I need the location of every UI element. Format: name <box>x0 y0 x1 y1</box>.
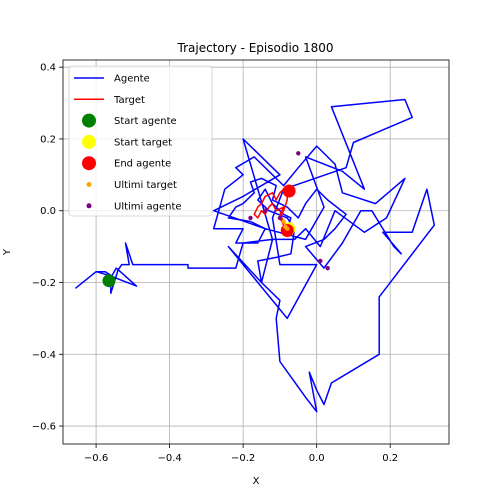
legend-label-ultimi-agente: Ultimi agente <box>114 201 182 212</box>
legend-swatch-ultimi-target <box>86 182 92 187</box>
x-tick-label: −0.6 <box>84 453 108 464</box>
x-tick-label: 0.2 <box>382 453 398 464</box>
legend: Agente Target Start agente Start target End … <box>68 65 213 217</box>
x-axis-label: X <box>253 476 260 487</box>
legend-label-ultimi-target: Ultimi target <box>114 180 177 191</box>
y-tick-label: −0.6 <box>32 422 56 433</box>
chart-title: Trajectory - Episodio 1800 <box>177 41 334 55</box>
legend-swatch-ultimi-agente <box>86 203 92 209</box>
legend-label-start-target: Start target <box>114 137 172 148</box>
tick-labels: −0.6 −0.4 −0.2 0.0 0.2 0.4 0.2 0.0 −0.2 −0.4 −0.6 <box>32 63 398 464</box>
y-tick-label: 0.2 <box>40 134 56 145</box>
series-start-agente-point <box>102 274 116 288</box>
series-ultimi-agente-point <box>318 258 323 264</box>
x-tick-label: −0.2 <box>231 453 255 464</box>
legend-swatch-start-agente <box>82 113 96 128</box>
y-tick-label: −0.4 <box>32 350 56 361</box>
series-agente-line <box>75 98 436 413</box>
y-axis-label: Y <box>2 248 13 256</box>
x-tick-label: 0.0 <box>309 453 325 464</box>
series-ultimi-agente-point <box>262 208 268 213</box>
legend-swatch-start-target <box>82 134 96 149</box>
legend-label-agente: Agente <box>114 74 150 85</box>
x-tick-label: −0.4 <box>157 453 181 464</box>
series-end-agente-point <box>282 184 296 198</box>
series-ultimi-agente-point <box>277 215 283 221</box>
y-tick-label: 0.0 <box>40 206 56 217</box>
series-target-line <box>253 188 290 234</box>
legend-label-target: Target <box>113 95 145 106</box>
plot-area <box>75 98 436 413</box>
series-ultimi-target-point <box>283 224 288 230</box>
legend-box <box>68 65 213 217</box>
series-ultimi-agente-point <box>248 215 253 221</box>
series-ultimi-target-point <box>281 219 286 224</box>
legend-label-start-agente: Start agente <box>114 116 177 127</box>
axes-frame <box>62 59 450 445</box>
series-ultimi-agente-point <box>296 151 301 156</box>
series-ultimi-agente-point <box>325 265 330 271</box>
legend-swatch-end-agente <box>82 156 96 171</box>
y-tick-label: −0.2 <box>32 278 56 289</box>
legend-label-end-agente: End agente <box>114 159 171 170</box>
y-tick-label: 0.4 <box>40 63 56 74</box>
